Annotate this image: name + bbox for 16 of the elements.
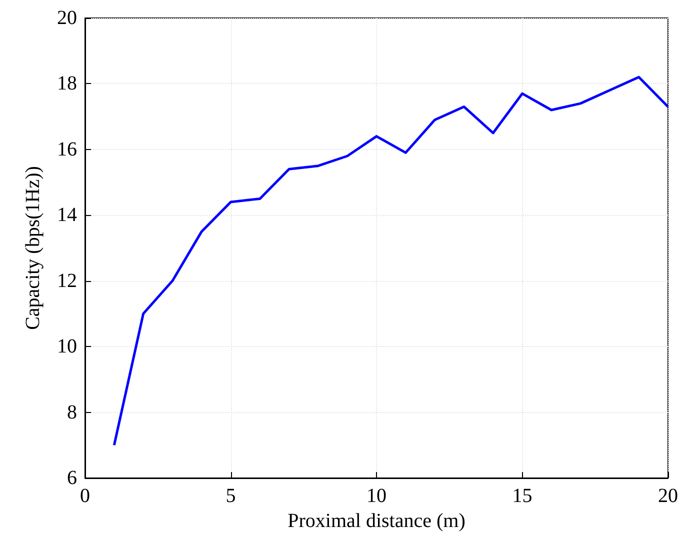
y-tick-label: 10 (57, 336, 77, 358)
y-tick-label: 20 (57, 7, 77, 29)
y-tick-label: 6 (67, 467, 77, 489)
x-tick-label: 0 (80, 485, 90, 507)
x-tick-label: 5 (226, 485, 236, 507)
line-series (112, 76, 670, 446)
x-tick-label: 15 (512, 485, 532, 507)
x-tick-label: 20 (658, 485, 678, 507)
y-tick-label: 16 (57, 138, 77, 160)
y-tick-label: 14 (57, 204, 77, 226)
x-tick-label: 10 (366, 485, 386, 507)
x-axis-title: Proximal distance (m) (288, 510, 466, 532)
y-tick-label: 12 (57, 270, 77, 292)
y-tick-label: 18 (57, 72, 77, 95)
y-axis-title: Capacity (bps(1Hz)) (22, 166, 44, 330)
y-tick-label: 8 (67, 401, 77, 424)
